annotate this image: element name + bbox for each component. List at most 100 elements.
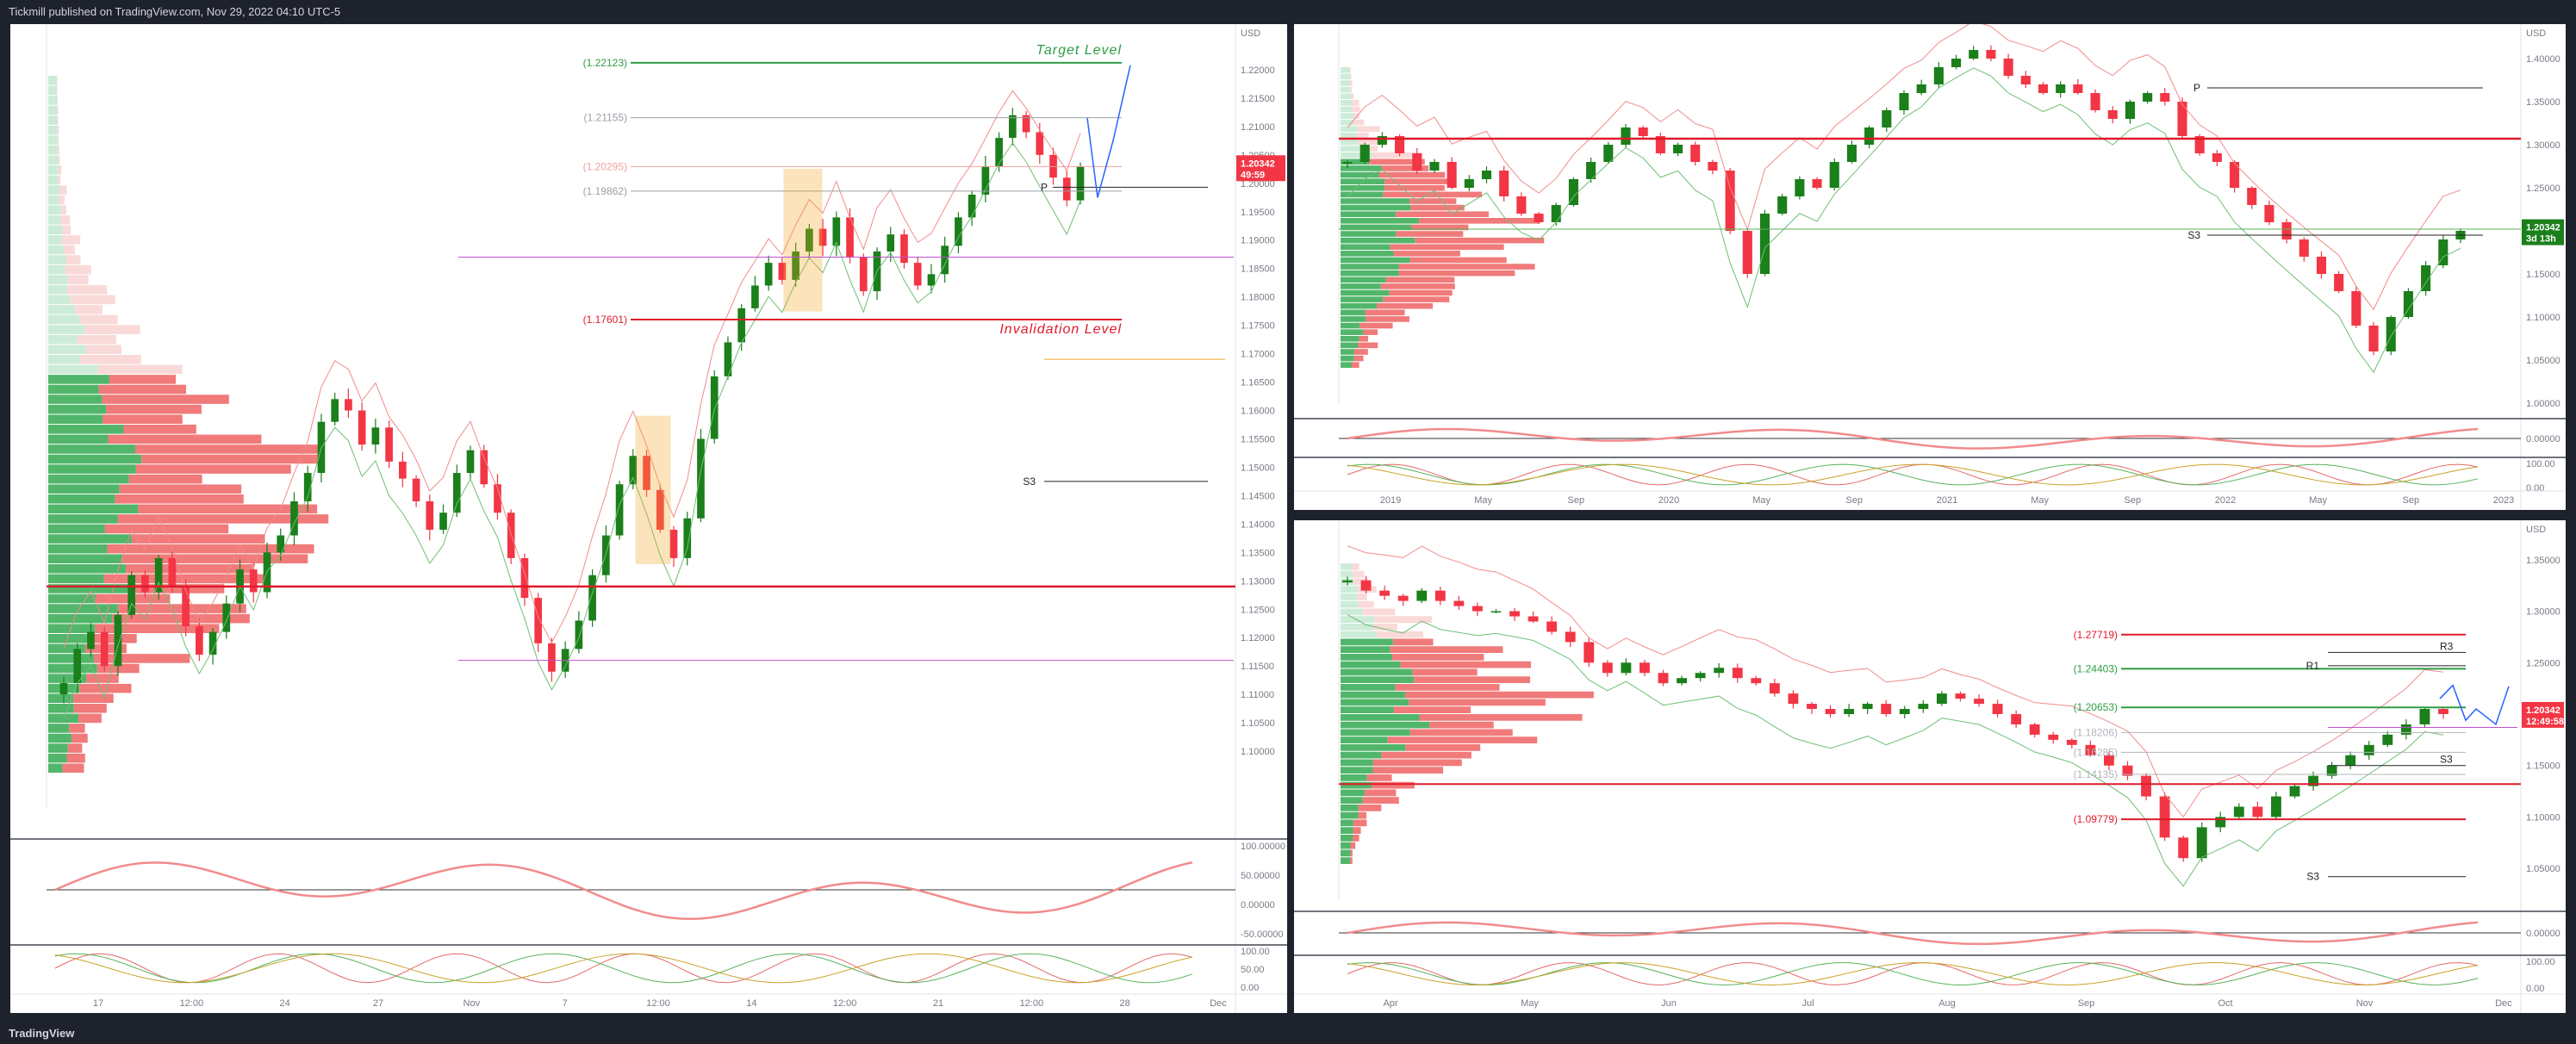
x-tick-label: 12:00 [1020, 998, 1044, 1009]
candle-body [2085, 744, 2096, 755]
price-level-label: (1.22123) [583, 57, 627, 69]
y-tick-label: 1.17500 [1241, 321, 1275, 332]
volume-profile-bar-sell [1404, 691, 1594, 699]
candle-body [1708, 162, 1718, 171]
candle-body [955, 217, 962, 246]
chart-left-svg[interactable]: USD1.220001.215001.210001.205001.200001.… [10, 24, 1287, 1013]
candle-body [1009, 115, 1017, 139]
candle-body [1777, 196, 1788, 214]
volume-profile-bar-buy [48, 275, 68, 284]
candle-body [1742, 231, 1752, 274]
y-tick-label: 1.15000 [2526, 270, 2560, 280]
volume-profile-bar-sell [58, 146, 59, 155]
volume-profile-bar-sell [1360, 322, 1393, 329]
volume-profile-bar-buy [1341, 811, 1359, 819]
price-level-label: (1.09779) [2074, 813, 2118, 825]
volume-profile-bar-buy [1341, 80, 1350, 86]
candle-body [1807, 704, 1817, 710]
chart-right-top-weekly[interactable]: USD1.400001.350001.300001.250001.200001.… [1294, 24, 2566, 510]
volume-profile-bar-buy [48, 574, 104, 584]
y-tick-label: 1.25000 [2526, 183, 2560, 194]
volume-profile-bar-buy [48, 663, 97, 674]
chart-right-top-svg[interactable]: USD1.400001.350001.300001.250001.200001.… [1294, 24, 2566, 510]
y-tick-label: 1.12500 [1241, 605, 1275, 615]
volume-profile-bar-sell [67, 275, 89, 284]
candle-body [2066, 739, 2077, 745]
price-level-label: (1.14135) [2074, 768, 2118, 780]
volume-profile-bar-buy [1341, 139, 1359, 146]
volume-profile-bar-sell [66, 285, 108, 295]
volume-profile-bar-buy [1341, 631, 1378, 638]
volume-profile-bar-sell [1409, 729, 1513, 736]
candle-body [1677, 678, 1687, 684]
candle-body [2400, 724, 2411, 735]
volume-profile-bar-buy [48, 76, 58, 85]
candle-body [1416, 590, 1428, 601]
oscillator-tick-label: 0.00000 [1241, 900, 1275, 910]
volume-profile-bar-sell [1393, 251, 1460, 257]
volume-profile-bar-sell [57, 105, 59, 115]
x-tick-label: 2019 [1380, 495, 1401, 506]
candle-body [1974, 699, 1984, 705]
y-tick-label: 1.05000 [2526, 356, 2560, 366]
volume-profile-bar-buy [48, 215, 61, 225]
volume-profile-bar-buy [48, 733, 72, 743]
volume-profile-bar-sell [1366, 316, 1409, 322]
volume-profile-bar-buy [1341, 329, 1364, 335]
volume-profile-bar-sell [80, 355, 141, 364]
chart-right-bottom-svg[interactable]: USD1.350001.300001.250001.200001.150001.… [1294, 520, 2566, 1013]
volume-profile-bar-sell [104, 524, 229, 534]
target-level-label: Target Level [1036, 43, 1122, 58]
candle-body [900, 234, 908, 264]
volume-profile-bar-buy [48, 624, 96, 633]
x-tick-label: May [1521, 998, 1539, 1009]
currency-label: USD [1241, 28, 1260, 39]
volume-profile-bar-sell [1351, 563, 1360, 570]
trailing-line-red [1347, 24, 2461, 311]
volume-profile-bar-buy [1341, 646, 1391, 653]
candle-body [1899, 709, 1910, 714]
volume-profile-bar-buy [1341, 270, 1399, 277]
price-level-label: (1.16285) [2074, 746, 2118, 758]
volume-profile-bar-sell [1396, 231, 1464, 237]
candle-body [2194, 136, 2205, 153]
volume-profile-bar-buy [48, 404, 107, 414]
candle-body [1342, 162, 1353, 164]
volume-profile-bar-buy [1341, 805, 1359, 811]
volume-profile-bar-sell [1409, 198, 1457, 204]
chart-right-bottom-daily[interactable]: USD1.350001.300001.250001.200001.150001.… [1294, 520, 2566, 1013]
candle-body [466, 450, 475, 474]
candle-body [1881, 704, 1892, 714]
tradingview-logo: TradingView [9, 1027, 75, 1040]
volume-profile-bar-sell [1353, 578, 1368, 586]
candle-body [832, 217, 841, 246]
x-tick-label: Aug [1938, 998, 1956, 1009]
volume-profile-bar-buy [1341, 751, 1382, 759]
y-tick-label: 1.11000 [1241, 690, 1274, 700]
chart-left-4h[interactable]: USD1.220001.215001.210001.205001.200001.… [10, 24, 1287, 1013]
volume-profile-bar-sell [1419, 218, 1540, 224]
volume-profile-bar-buy [48, 245, 65, 255]
volume-profile-bar-buy [1341, 257, 1410, 264]
last-price-tag [2522, 219, 2564, 245]
volume-profile-bar-sell [1377, 631, 1423, 638]
volume-profile-bar-buy [1341, 67, 1350, 73]
candle-body [249, 569, 258, 593]
x-tick-label: May [1752, 495, 1770, 506]
volume-profile-bar-sell [57, 96, 58, 105]
candle-body [507, 513, 515, 558]
candle-body [2252, 806, 2263, 817]
candle-body [2363, 744, 2374, 755]
candle-body [1395, 136, 1405, 153]
volume-profile-bar-sell [108, 434, 262, 444]
volume-profile-bar-buy [1341, 289, 1390, 296]
volume-profile-bar-sell [1366, 774, 1392, 781]
candle-body [588, 575, 596, 621]
candle-body [371, 427, 380, 445]
invalidation-level-label: Invalidation Level [999, 322, 1122, 337]
candle-body [1864, 127, 1875, 145]
volume-profile-bar-buy [1341, 146, 1360, 152]
volume-profile-bar-buy [1341, 774, 1367, 781]
volume-profile-bar-sell [1349, 67, 1351, 73]
volume-profile-bar-sell [62, 225, 72, 235]
